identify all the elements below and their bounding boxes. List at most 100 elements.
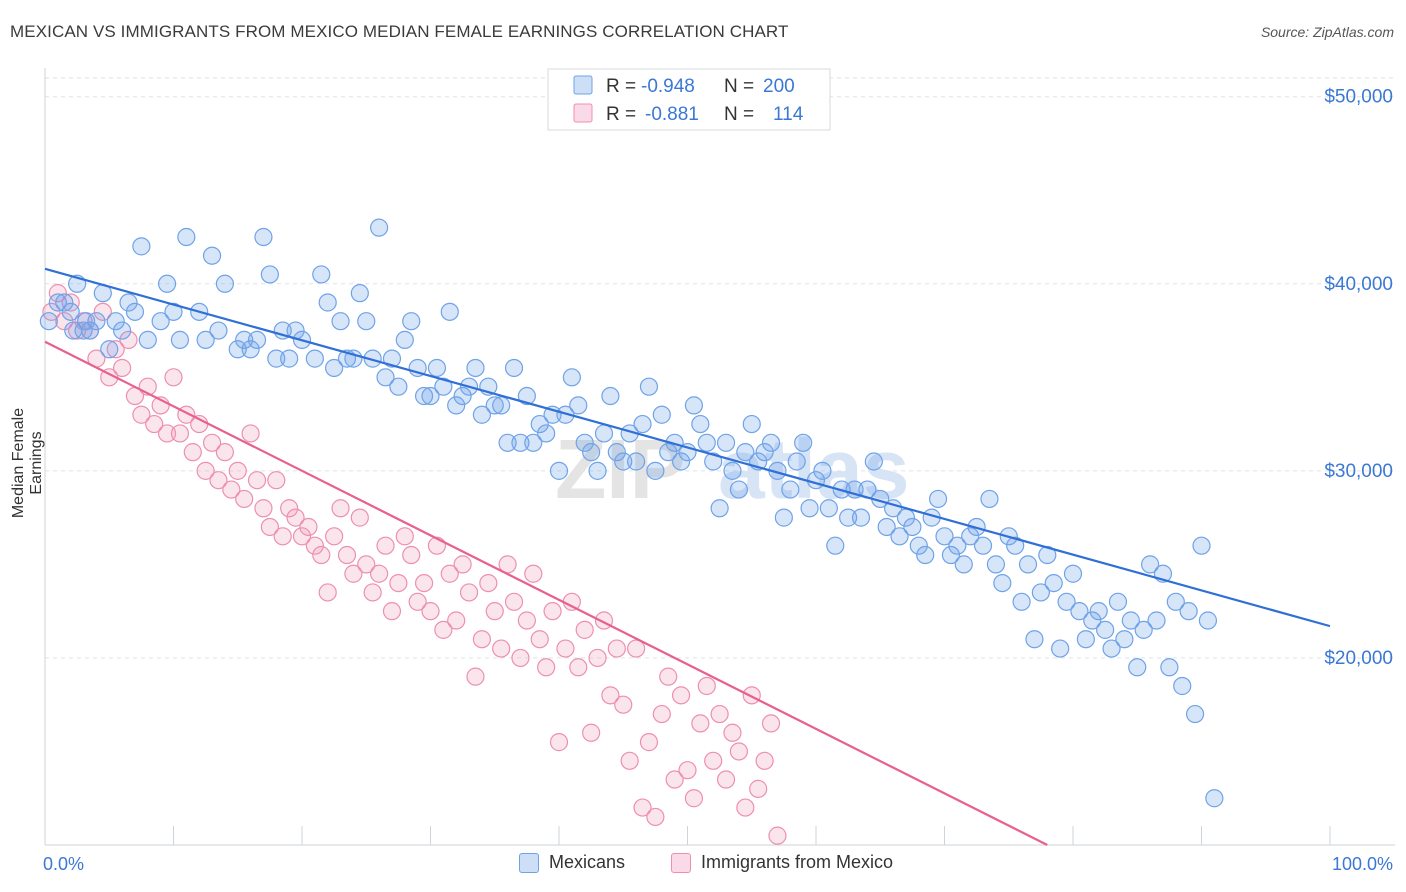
mexicans-point [556, 405, 575, 424]
legend-r-value-1: -0.948 [641, 76, 695, 97]
immigrants-point [466, 667, 485, 686]
stats-legend: R = -0.948 N = 200 R = -0.881 N = 114 [547, 68, 831, 131]
mexicans-point [851, 508, 871, 527]
mexicans-point [55, 293, 74, 312]
mexicans-point [742, 414, 761, 434]
legend-label-mexicans: Mexicans [549, 852, 626, 872]
mexicans-point [723, 461, 742, 480]
mexicans-point [626, 452, 646, 471]
immigrants-point [164, 368, 183, 387]
immigrants-point [710, 704, 729, 724]
mexicans-point [652, 405, 671, 424]
immigrants-point [582, 723, 601, 742]
mexicans-point [235, 330, 254, 350]
legend-n-label-2: N = [724, 104, 754, 125]
mexicans-point [1089, 602, 1108, 621]
mexicans-point [61, 302, 80, 321]
immigrants-point [768, 826, 787, 845]
mexicans-point [389, 377, 408, 396]
mexicans-point [716, 433, 736, 452]
mexicans-point [961, 527, 980, 546]
legend-n-value-1: 200 [763, 76, 795, 97]
mexicans-point [370, 218, 389, 237]
immigrants-trend-line [44, 340, 1048, 846]
legend-n-value-2: 114 [773, 104, 804, 125]
mexicans-point [954, 555, 973, 574]
mexicans-point [800, 499, 819, 518]
mexicans-point [453, 386, 472, 406]
immigrants-point [370, 564, 389, 583]
mexicans-point [414, 386, 434, 406]
mexicans-point [504, 358, 524, 378]
mexicans-point [357, 312, 376, 331]
legend-r-label-2: R = [606, 104, 636, 125]
immigrants-point [607, 639, 626, 658]
mexicans-point [498, 433, 517, 452]
mexicans-point [517, 386, 536, 406]
immigrants-point [447, 611, 466, 630]
mexicans-point [138, 330, 157, 350]
mexicans-point [39, 312, 58, 331]
mexicans-point [890, 527, 909, 546]
mexicans-point [157, 274, 177, 293]
mexicans-point [941, 545, 961, 565]
mexicans-point [588, 461, 607, 480]
mexicans-point [948, 536, 967, 555]
mexicans-point [485, 396, 504, 415]
mexicans-point [260, 265, 279, 284]
mexicans-point [395, 330, 414, 350]
immigrants-point [575, 620, 594, 639]
mexicans-point [980, 489, 999, 509]
mexicans-point [755, 443, 774, 462]
mexicans-point [125, 302, 145, 321]
immigrants-point [337, 545, 357, 565]
mexicans-point [164, 302, 183, 321]
immigrants-point [408, 592, 427, 611]
mexicans-point [819, 499, 838, 518]
mexicans-point [1051, 639, 1070, 658]
immigrants-point [678, 761, 697, 780]
immigrants-point [588, 648, 607, 668]
mexicans-point [928, 489, 948, 509]
y-tick-label: $50,000 [1324, 87, 1393, 108]
immigrants-point [286, 508, 305, 527]
mexicans-point [935, 527, 954, 546]
immigrants-point [61, 293, 80, 312]
mexicans-point [537, 424, 556, 443]
mexicans-point [826, 536, 845, 555]
immigrants-point [626, 639, 646, 658]
mexicans-point [1057, 592, 1076, 611]
mexicans-point [215, 274, 234, 293]
immigrants-point [440, 564, 459, 583]
immigrants-point [614, 695, 633, 714]
immigrants-point [183, 443, 202, 462]
immigrants-point [524, 564, 543, 583]
immigrants-point [421, 602, 440, 621]
immigrants-point [363, 583, 382, 602]
mexicans-point [1025, 630, 1044, 649]
mexicans-point [100, 340, 119, 359]
immigrants-point [325, 527, 344, 546]
immigrants-point [517, 611, 536, 630]
mexicans-point [447, 396, 466, 415]
mexicans-point [382, 349, 402, 368]
immigrants-point [543, 602, 562, 621]
mexicans-point [903, 517, 922, 537]
mexicans-point [247, 330, 267, 350]
immigrants-point [556, 639, 575, 658]
mexicans-point [1006, 536, 1025, 555]
mexicans-point [986, 555, 1006, 574]
immigrants-point [569, 658, 588, 677]
immigrants-point [318, 583, 337, 602]
mexicans-point [1128, 658, 1147, 677]
mexicans-point [177, 227, 196, 247]
mexicans-point [569, 396, 588, 415]
immigrants-point [260, 517, 279, 537]
mexicans-point [909, 536, 928, 555]
immigrants-point [395, 527, 414, 546]
mexicans-point [1102, 639, 1121, 658]
immigrants-point [479, 573, 498, 593]
mexicans-point [87, 312, 106, 331]
immigrants-point [601, 686, 620, 705]
immigrants-point [472, 630, 491, 649]
